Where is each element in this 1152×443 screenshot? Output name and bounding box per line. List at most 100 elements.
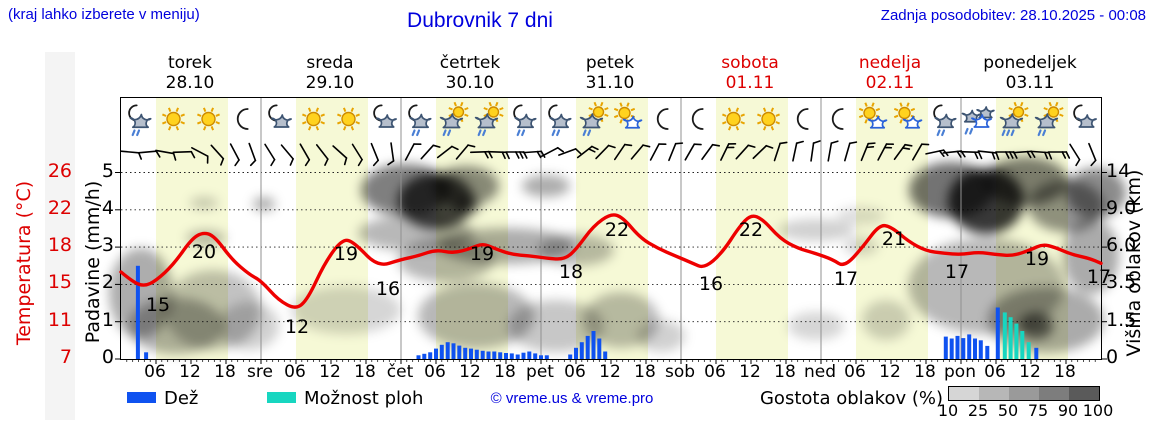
wind-barb (248, 142, 257, 167)
weather-icon-sun (757, 107, 780, 131)
rain-bar (469, 348, 473, 359)
rain-bar (422, 353, 427, 359)
cloud-scale-segment (1009, 387, 1039, 400)
temperature-label: 20 (192, 241, 216, 263)
cloud-blob (522, 175, 570, 197)
cloud-scale-tick: 10 (937, 401, 959, 420)
temperature-label: 16 (699, 273, 723, 295)
day-date: 02.11 (865, 73, 915, 93)
day-name: nedelja (858, 53, 922, 73)
wind-barb (649, 143, 667, 161)
wind-barb (315, 144, 329, 166)
wind-barb (668, 142, 684, 162)
weather-icon-moon (656, 108, 669, 130)
day-date: 28.10 (165, 73, 215, 93)
time-tick-label: 06 (704, 362, 726, 382)
cloud-density-label: Gostota oblakov (%) (759, 388, 943, 409)
rain-bar (515, 354, 520, 359)
rain-bar (985, 345, 990, 359)
time-tick-label: 18 (354, 362, 376, 382)
rain-bar (533, 353, 538, 359)
shower-bar (1026, 342, 1031, 359)
temperature-label: 19 (470, 243, 494, 265)
weather-icon-moon-cloud (268, 104, 292, 128)
day-date: 03.11 (1005, 73, 1055, 93)
shower-bar (1002, 312, 1007, 359)
day-name: četrtek (439, 53, 501, 73)
wind-barb (792, 140, 804, 162)
wind-barb (541, 146, 565, 158)
wind-barb (911, 143, 930, 161)
time-tick-label: 06 (284, 362, 306, 382)
day-header: četrtek 30.10 (400, 53, 540, 93)
day-name: torek (168, 53, 212, 73)
cloud-height-tick: 1.5 (1106, 308, 1137, 331)
wind-barb (893, 143, 913, 161)
temp-tick: 7 (59, 346, 72, 368)
day-header: torek 28.10 (120, 53, 260, 93)
time-tick-label: 12 (319, 362, 341, 382)
cloud-blob (433, 166, 499, 206)
wind-barb (877, 143, 895, 161)
last-update: Zadnja posodobitev: 28.10.2025 - 00:08 (880, 7, 1146, 24)
weather-icon-moon-cloud-rain (548, 104, 572, 137)
day-header: sreda 29.10 (260, 53, 400, 93)
temperature-label: 19 (334, 243, 358, 265)
wind-barb (299, 143, 311, 167)
rain-bar (973, 338, 977, 359)
wind-barb (1069, 143, 1081, 167)
shower-bar (1020, 331, 1025, 359)
precip-tick: 5 (101, 159, 114, 182)
wind-barb (404, 143, 422, 161)
wind-barb (155, 149, 177, 161)
weather-icon-sun (162, 107, 185, 131)
wind-barb (701, 143, 721, 161)
cloud-scale-segment (1069, 387, 1099, 400)
wind-barb (960, 150, 983, 160)
wind-barb (332, 145, 348, 166)
weather-icon-sun (197, 107, 220, 131)
daylight-band (716, 98, 788, 359)
cloud-height-tick: 0 (1106, 346, 1119, 368)
time-tick-label: 18 (634, 362, 656, 382)
copyright-link[interactable]: © vreme.us & vreme.pro (490, 390, 654, 407)
time-tick-label: 12 (459, 362, 481, 382)
cloud-scale-tick: 50 (997, 401, 1019, 420)
rain-bar (579, 342, 584, 359)
weather-icon-moon (796, 108, 809, 130)
rain-bar (591, 331, 596, 359)
weather-icon-sun (302, 107, 325, 131)
rain-bar (486, 351, 491, 359)
day-date: 31.10 (585, 73, 635, 93)
time-tick-label: čet (386, 362, 414, 382)
wind-barb (810, 140, 821, 162)
temperature-label: 22 (605, 219, 629, 241)
time-tick-label: 06 (844, 362, 866, 382)
wind-barb (387, 142, 395, 166)
cloud-density-scale (948, 386, 1100, 401)
cloud-blob (291, 286, 401, 334)
rain-bar (416, 355, 421, 359)
weather-icon-sun-cloud-rain (579, 101, 609, 137)
wind-barb (630, 144, 651, 160)
time-tick-label: 12 (739, 362, 761, 382)
cloud-scale-segment (949, 387, 979, 400)
wind-barb (1030, 150, 1053, 160)
weather-icon-sun-cloud-rain (439, 101, 469, 137)
time-tick-label: 06 (144, 362, 166, 382)
rain-bar (603, 351, 608, 359)
temperature-label: 17 (834, 268, 858, 290)
wind-barb (684, 143, 702, 161)
rain-bar (504, 353, 508, 359)
wind-barb (470, 150, 493, 159)
cloud-scale-tick: 90 (1057, 401, 1079, 420)
cloud-blob (190, 197, 218, 209)
rain-bar (527, 351, 532, 359)
cloud-blob (219, 302, 279, 350)
time-tick-label: ned (803, 362, 837, 382)
weather-icon-moon-cloud (1073, 104, 1097, 128)
wind-barb (137, 150, 161, 158)
cloud-blob (418, 283, 534, 349)
wind-barb (210, 144, 225, 166)
